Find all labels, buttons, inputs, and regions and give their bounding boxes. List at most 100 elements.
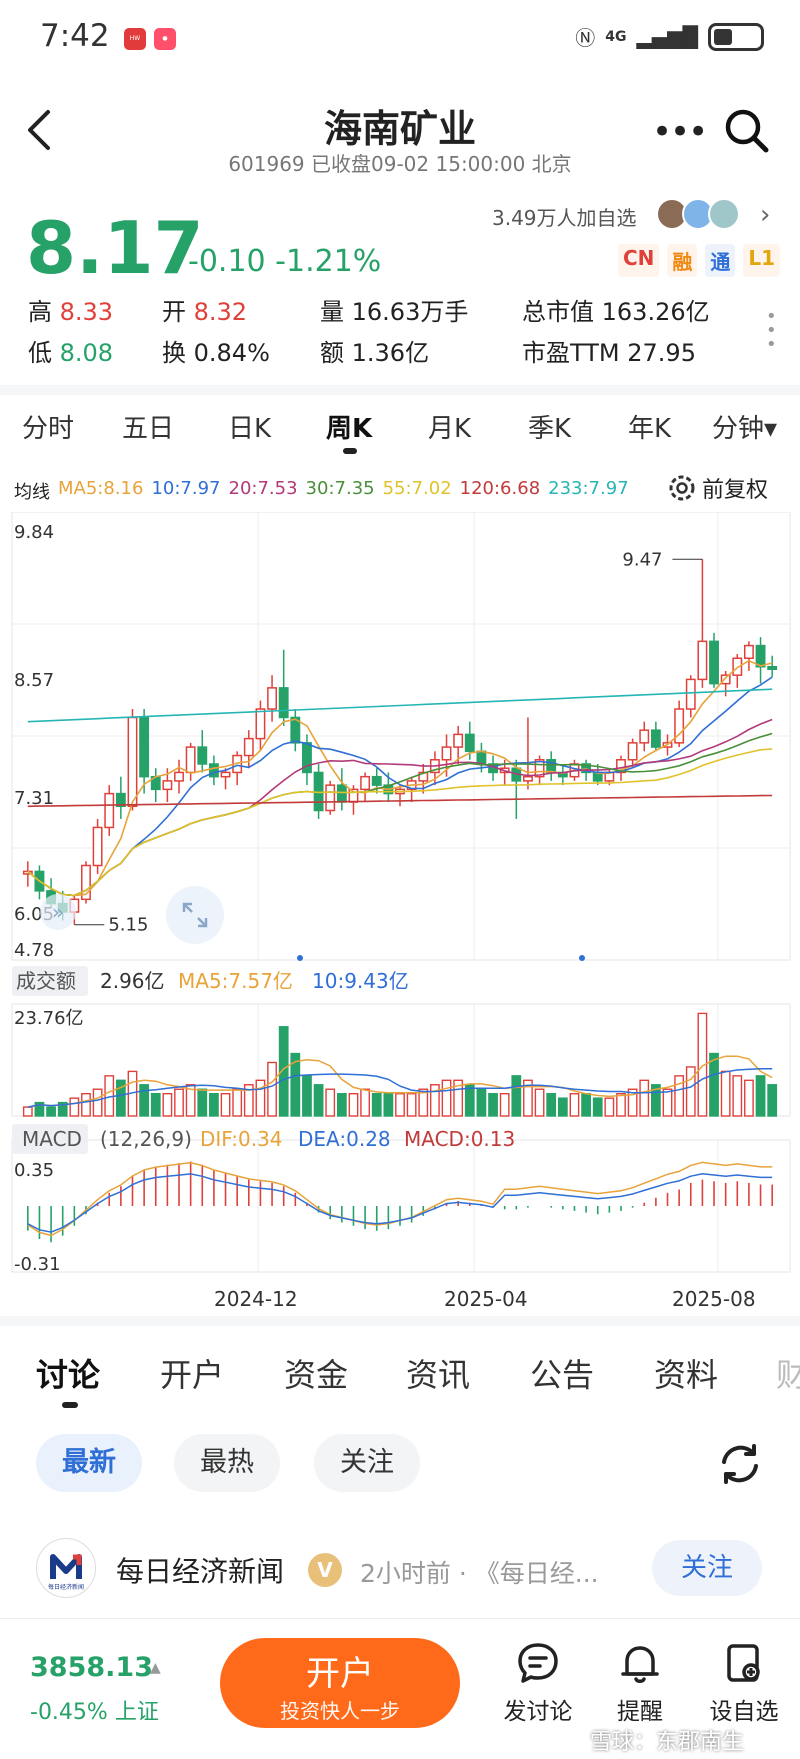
volume-bar: [476, 1088, 487, 1117]
ma-line: [27, 794, 773, 808]
candle: [325, 784, 336, 812]
volume-bar: [523, 1079, 533, 1117]
tab-intraday[interactable]: 分时: [22, 414, 75, 444]
status-bar: 7:42 HW ● Ⓝ 4G ▂▄▆█: [0, 0, 800, 80]
tab-weekly-k[interactable]: 周K: [326, 414, 373, 444]
candle: [220, 771, 231, 778]
tab-news[interactable]: 资讯: [406, 1356, 471, 1394]
adjust-toggle[interactable]: 前复权: [668, 472, 768, 504]
tab-quarterly-k[interactable]: 季K: [528, 414, 572, 444]
back-button[interactable]: [24, 108, 64, 158]
volume-bar: [267, 1061, 277, 1117]
tab-profile[interactable]: 资料: [654, 1356, 719, 1394]
volume-bar: [255, 1079, 266, 1117]
refresh-button[interactable]: [716, 1440, 764, 1488]
tab-five-day[interactable]: 五日: [122, 414, 175, 444]
watchlist-icon: [727, 1644, 760, 1682]
quote-low: 低 8.08: [28, 339, 114, 367]
open-account-label: 开户: [306, 1654, 374, 1694]
network-icon: 4G: [605, 28, 627, 45]
volume-bar: [674, 1075, 685, 1117]
candle: [174, 771, 184, 782]
quote-turnover: 换 0.84%: [162, 339, 270, 367]
post-author[interactable]: 每日经济新闻: [116, 1555, 285, 1588]
tab-financials[interactable]: 财: [776, 1356, 800, 1394]
tab-discussion[interactable]: 讨论: [36, 1356, 101, 1394]
volume-bar: [150, 1092, 161, 1117]
volume-bar: [197, 1088, 208, 1117]
dea-line: [27, 1173, 773, 1233]
stock-tags: CN 融 通 L1: [618, 244, 781, 277]
tag-connect[interactable]: 通: [705, 244, 736, 277]
post-discussion-button[interactable]: 发讨论: [488, 1640, 588, 1726]
caret-up-icon[interactable]: ▲: [150, 1660, 161, 1676]
tab-monthly-k[interactable]: 月K: [428, 414, 472, 444]
tab-minute[interactable]: 分钟▾: [712, 414, 778, 444]
chat-bubble-icon: [518, 1643, 558, 1683]
volume-bar: [383, 1092, 394, 1117]
volume-bar: [685, 1066, 696, 1117]
tab-announcements[interactable]: 公告: [530, 1356, 595, 1394]
index-value[interactable]: 3858.13: [30, 1652, 153, 1683]
volume-bar: [534, 1088, 545, 1117]
volume-bar: [115, 1079, 126, 1117]
volume-bar: [302, 1075, 312, 1117]
candle: [92, 826, 103, 867]
y-tick-label: 4.78: [14, 940, 54, 961]
volume-bar: [627, 1088, 638, 1117]
min-price-label: 5.15: [108, 915, 148, 936]
open-account-button[interactable]: 开户 投资快人一步: [220, 1638, 460, 1728]
expand-quote-button[interactable]: • • •: [766, 306, 777, 355]
candle: [208, 763, 219, 778]
filter-hot[interactable]: 最热: [174, 1434, 280, 1492]
double-chevron-icon[interactable]: »: [40, 894, 76, 930]
chevron-right-icon[interactable]: ›: [760, 200, 771, 230]
volume-bar: [732, 1075, 743, 1117]
follow-button[interactable]: 关注: [652, 1540, 762, 1596]
y-tick-label: 9.84: [14, 522, 54, 543]
tab-daily-k[interactable]: 日K: [228, 414, 272, 444]
tag-cn[interactable]: CN: [618, 244, 660, 277]
ma20-value: 20:7.53: [228, 478, 298, 499]
index-change[interactable]: -0.45% 上证: [30, 1700, 159, 1725]
author-avatar[interactable]: 每日经济新闻: [36, 1538, 96, 1598]
macd-legend-item: MACD: [22, 1127, 82, 1151]
macd-legend-item: DEA:0.28: [298, 1127, 391, 1151]
more-menu-button[interactable]: •••: [652, 112, 708, 152]
volume-bar: [243, 1084, 254, 1117]
volume-bar: [406, 1092, 417, 1117]
candle: [627, 742, 638, 761]
search-button[interactable]: [724, 108, 770, 154]
volume-bar: [174, 1088, 184, 1117]
candle: [139, 716, 150, 778]
volume-max-label: 23.76亿: [14, 1008, 84, 1029]
post-meta[interactable]: 2小时前 · 《每日经...: [360, 1559, 599, 1588]
filter-following[interactable]: 关注: [314, 1434, 420, 1492]
ma10-value: 10:7.97: [151, 478, 221, 499]
volume-bar: [557, 1097, 568, 1117]
quote-amount: 额 1.36亿: [320, 339, 430, 367]
market-status: 601969 已收盘09-02 15:00:00 北京: [228, 152, 572, 176]
follower-count[interactable]: 3.49万人加自选: [492, 206, 637, 230]
volume-ma-line: [27, 1067, 773, 1108]
volume-bar: [616, 1092, 626, 1117]
volume-bar: [57, 1101, 68, 1117]
tag-l1[interactable]: L1: [743, 244, 781, 277]
alert-button[interactable]: 提醒: [590, 1640, 690, 1726]
fullscreen-button[interactable]: [166, 886, 224, 944]
quote-open: 开 8.32: [162, 298, 248, 326]
volume-bar: [22, 1106, 33, 1117]
tab-capital[interactable]: 资金: [284, 1356, 349, 1394]
volume-bar: [709, 1052, 719, 1117]
volume-bar: [604, 1097, 615, 1117]
candle: [115, 792, 126, 808]
add-watchlist-button[interactable]: 设自选: [694, 1640, 794, 1726]
candle: [243, 737, 254, 757]
tag-margin[interactable]: 融: [667, 244, 698, 277]
status-icons: Ⓝ 4G ▂▄▆█: [575, 22, 764, 51]
tab-open-account[interactable]: 开户: [160, 1356, 225, 1394]
tab-yearly-k[interactable]: 年K: [628, 414, 672, 444]
macd-y-tick: 0.35: [14, 1160, 54, 1181]
filter-latest[interactable]: 最新: [36, 1434, 142, 1492]
